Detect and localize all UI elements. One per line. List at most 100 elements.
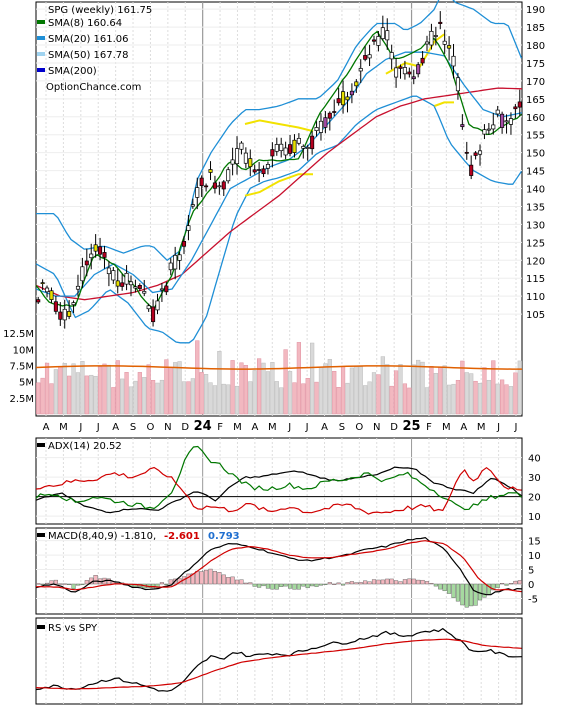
histogram-bar [367,581,372,585]
candle-body [62,308,67,321]
macd-panel-frame [35,527,523,615]
candle-body [80,266,85,282]
volume-bar [407,387,412,415]
histogram-bar [416,579,421,585]
y-tick-label: 130 [526,220,545,231]
y-tick-label: 40 [528,454,541,465]
volume-bar [354,366,359,415]
volume-bar [44,362,50,415]
candle-body [296,137,301,144]
candle-body [504,120,509,123]
histogram-bar [208,568,213,585]
candle-body [53,301,58,312]
x-tick-label: A [43,422,50,433]
sma8-line [35,30,522,310]
histogram-bar [363,580,368,585]
volume-bar [283,349,288,415]
macd-histogram [36,568,522,608]
y-tick-label: 165 [526,95,545,106]
volume-bar [84,375,89,415]
volume-bar [314,381,319,415]
adx-legend-text: ADX(14) 20.52 [48,441,122,452]
legend-sma20: SMA(20) 161.06 [48,34,129,45]
volume-bar [261,362,266,415]
volume-bar [93,375,98,415]
histogram-bar [482,583,487,598]
x-tick-label: M [268,422,277,433]
candle-body [438,21,443,24]
candle-body [230,159,235,165]
price-frame [35,1,523,417]
histogram-bar [442,583,447,592]
histogram-bar [265,583,271,589]
histogram-bar [473,583,478,606]
histogram-bar [239,579,244,585]
candle-body [168,262,173,271]
histogram-bar [164,583,169,586]
volume-bar [446,384,452,415]
candle-body [106,267,111,275]
histogram-bar [495,583,500,588]
volume-bar [270,362,275,415]
volume-bar [279,387,284,415]
volume-bar [67,375,72,415]
histogram-bar [212,570,217,585]
candle-body [301,146,306,149]
x-tick-label: S [130,422,136,433]
volume-bar [252,370,257,415]
histogram-bar [292,583,297,590]
volume-bar [420,361,425,415]
candle-body [49,290,54,300]
bollinger-upper [36,0,523,262]
volume-bar [115,360,120,415]
histogram-bar [283,583,288,587]
candle-body [208,169,213,173]
legend-swatch-sma20 [37,36,45,40]
histogram-bar [429,582,434,585]
candle-body [385,30,390,41]
volume-bar [177,361,182,415]
volume-bar [150,379,156,415]
candle-body [221,181,226,190]
x-tick-label: 24 [194,419,212,434]
histogram-bar [261,583,266,587]
volume-bar [274,381,279,415]
volume-bar [473,380,478,415]
macd-signal-value: -2.601 [164,531,200,542]
volume-bar [332,370,337,415]
candle-body [477,150,483,155]
histogram-bar [380,579,385,585]
histogram-bar [62,583,67,585]
volume-bar [385,364,390,415]
candle-body [212,182,217,189]
y-tick-label: 180 [526,41,545,52]
histogram-bar [341,583,346,586]
x-tick-label: F [426,422,432,433]
volume-bar [190,378,195,415]
volume-bar [367,381,372,415]
volume-bar [358,366,363,415]
volume-bar [345,382,350,415]
histogram-bar [75,583,81,586]
y-tick-label: 115 [526,274,545,285]
histogram-bar [80,583,85,586]
histogram-bar [438,583,443,590]
candle-body [411,76,416,80]
candle-body [482,129,487,135]
adx-panel-line--di [35,445,522,511]
y-tick-label: 185 [526,23,545,34]
histogram-bar [248,582,253,585]
volume-bar [438,367,443,415]
candle-body [349,90,354,96]
candle-body [146,305,151,310]
candle-body [252,169,257,173]
histogram-bar [226,577,231,585]
volume-bar [53,369,58,415]
histogram-bar [53,579,58,585]
volume-bar [248,381,253,415]
candle-body [389,52,394,60]
volume-bar [168,367,173,415]
volume-bar [340,365,346,415]
histogram-bar [469,583,474,607]
candle-body [115,280,120,287]
